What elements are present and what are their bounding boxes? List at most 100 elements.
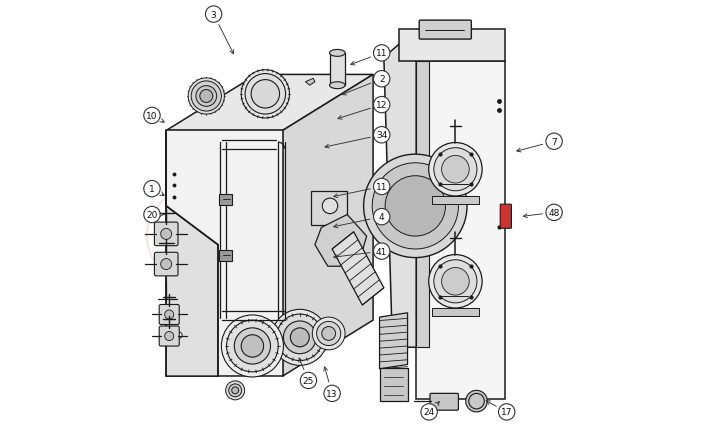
Text: 7: 7: [551, 138, 557, 146]
Polygon shape: [379, 368, 407, 401]
Text: 11: 11: [376, 183, 387, 191]
Circle shape: [228, 384, 241, 397]
FancyBboxPatch shape: [419, 21, 471, 40]
Circle shape: [144, 108, 160, 124]
Text: 41: 41: [376, 247, 387, 256]
Circle shape: [241, 71, 289, 119]
Circle shape: [442, 156, 469, 184]
Circle shape: [160, 229, 172, 240]
Circle shape: [196, 86, 217, 107]
FancyBboxPatch shape: [430, 393, 458, 410]
Text: 11: 11: [376, 49, 387, 58]
Circle shape: [284, 321, 316, 354]
Circle shape: [188, 79, 224, 115]
Text: 4: 4: [379, 213, 384, 221]
Circle shape: [205, 7, 222, 23]
Text: 3: 3: [211, 11, 216, 19]
Polygon shape: [311, 191, 347, 226]
Text: 24: 24: [423, 408, 435, 416]
Text: 10: 10: [146, 112, 158, 120]
Circle shape: [226, 320, 279, 372]
Text: 25: 25: [303, 376, 314, 385]
Polygon shape: [166, 131, 283, 376]
Circle shape: [364, 155, 467, 258]
Circle shape: [546, 205, 562, 221]
Circle shape: [191, 82, 221, 112]
Text: 34: 34: [376, 131, 387, 140]
Circle shape: [374, 209, 390, 225]
Circle shape: [321, 327, 336, 341]
Circle shape: [465, 390, 488, 412]
Circle shape: [234, 328, 271, 364]
Polygon shape: [315, 215, 367, 267]
Circle shape: [241, 335, 263, 357]
Text: 48: 48: [548, 209, 560, 217]
Polygon shape: [432, 197, 479, 204]
Circle shape: [374, 243, 390, 260]
Circle shape: [434, 260, 477, 303]
Text: EQUIPMENT: EQUIPMENT: [183, 212, 335, 235]
Ellipse shape: [329, 83, 345, 89]
Circle shape: [300, 372, 316, 389]
Ellipse shape: [329, 50, 345, 57]
Text: 20: 20: [146, 211, 158, 219]
Circle shape: [316, 322, 341, 346]
FancyBboxPatch shape: [155, 253, 178, 276]
Circle shape: [251, 80, 279, 109]
Polygon shape: [329, 54, 345, 86]
Circle shape: [290, 328, 309, 347]
Text: INC.: INC.: [296, 238, 310, 244]
FancyBboxPatch shape: [159, 326, 179, 346]
Polygon shape: [379, 313, 407, 369]
Circle shape: [421, 404, 437, 420]
Circle shape: [372, 163, 458, 249]
Circle shape: [165, 310, 174, 319]
Bar: [219, 251, 232, 261]
Circle shape: [276, 314, 323, 361]
Text: 17: 17: [501, 408, 513, 416]
Circle shape: [176, 332, 182, 338]
Circle shape: [226, 381, 245, 400]
Circle shape: [144, 181, 160, 197]
FancyBboxPatch shape: [155, 223, 178, 246]
Circle shape: [374, 97, 390, 114]
Circle shape: [312, 317, 345, 350]
Circle shape: [385, 176, 445, 236]
Circle shape: [160, 259, 172, 270]
Circle shape: [374, 46, 390, 62]
Circle shape: [324, 385, 340, 402]
Polygon shape: [283, 75, 373, 376]
Circle shape: [429, 143, 482, 197]
Circle shape: [429, 255, 482, 308]
Polygon shape: [416, 62, 429, 347]
Text: 1: 1: [149, 185, 155, 194]
Circle shape: [546, 134, 562, 150]
Circle shape: [272, 310, 328, 365]
Circle shape: [469, 393, 484, 409]
Text: 12: 12: [376, 101, 387, 110]
Polygon shape: [166, 131, 218, 376]
Circle shape: [322, 199, 338, 214]
Text: 13: 13: [326, 389, 338, 398]
Circle shape: [245, 74, 286, 115]
Circle shape: [374, 127, 390, 144]
Polygon shape: [384, 45, 416, 347]
Polygon shape: [166, 75, 373, 131]
FancyBboxPatch shape: [159, 305, 179, 325]
Polygon shape: [332, 232, 384, 305]
Circle shape: [374, 71, 390, 88]
Circle shape: [442, 268, 469, 295]
Circle shape: [434, 148, 477, 191]
Circle shape: [165, 332, 174, 341]
Circle shape: [144, 207, 160, 223]
Circle shape: [498, 404, 515, 420]
Text: 2: 2: [379, 75, 384, 84]
Circle shape: [200, 90, 213, 103]
Polygon shape: [306, 79, 315, 86]
FancyBboxPatch shape: [500, 205, 511, 229]
Circle shape: [232, 387, 238, 394]
Text: SPECIALISTS: SPECIALISTS: [177, 238, 341, 261]
Polygon shape: [432, 308, 479, 316]
Polygon shape: [416, 62, 505, 399]
Polygon shape: [399, 30, 505, 62]
